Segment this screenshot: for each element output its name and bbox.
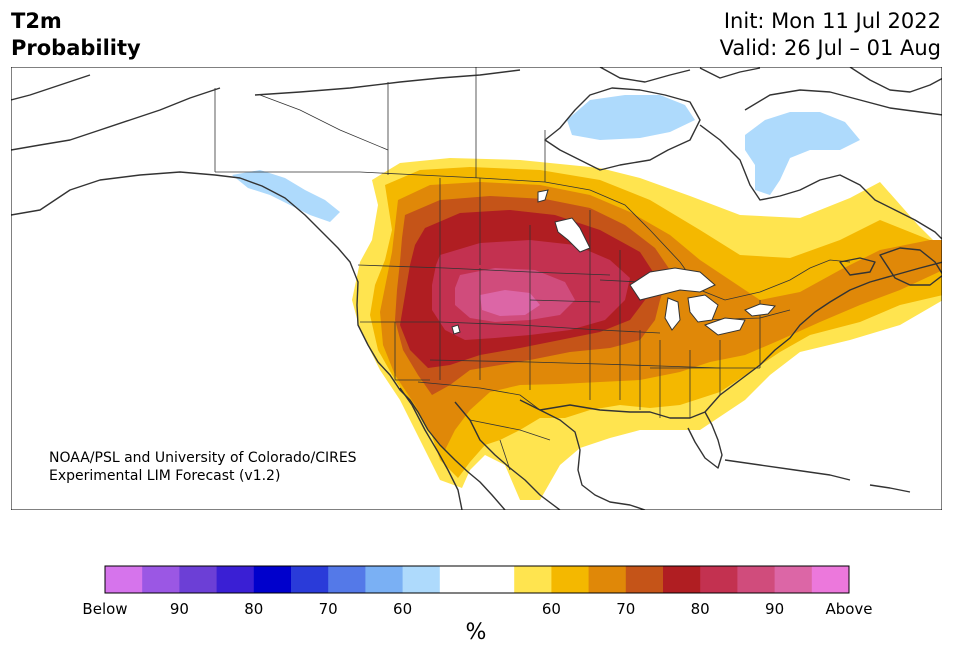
shading-below-60-hudson	[567, 95, 695, 140]
great-lakes	[451, 189, 776, 336]
colorbar-tick-label: 60	[541, 600, 561, 618]
colorbar-tick-label: 90	[765, 600, 785, 618]
colorbar-swatch	[291, 566, 329, 593]
credit-line-2: Experimental LIM Forecast (v1.2)	[49, 468, 281, 484]
colorbar-tick-label: 70	[318, 600, 338, 618]
colorbar-border	[104, 565, 850, 594]
colorbar-swatch	[253, 566, 292, 593]
shading-below-60-alaska	[232, 170, 340, 222]
political-boundaries	[214, 67, 851, 471]
colorbar-swatch	[179, 566, 218, 593]
colorbar-swatch	[514, 566, 552, 593]
shading-below-60-quebec	[745, 112, 860, 195]
product-name: Probability	[11, 36, 141, 60]
colorbar-tick-label: Below	[82, 600, 128, 618]
colorbar-tick-label: 80	[690, 600, 710, 618]
probability-shading	[232, 95, 942, 500]
colorbar	[104, 565, 850, 594]
colorbar-swatch	[737, 566, 776, 593]
colorbar-tick-label: 60	[393, 600, 413, 618]
colorbar-swatch	[477, 566, 515, 593]
colorbar-swatch	[216, 566, 255, 593]
colorbar-tick-label: 70	[616, 600, 636, 618]
colorbar-tick-label: Above	[825, 600, 873, 618]
colorbar-swatch	[551, 566, 590, 593]
colorbar-swatch	[142, 566, 180, 593]
colorbar-swatch	[365, 566, 404, 593]
colorbar-tick-label: 90	[169, 600, 189, 618]
colorbar-swatch	[700, 566, 738, 593]
colorbar-swatch	[402, 566, 441, 593]
colorbar-swatch	[811, 566, 850, 593]
valid-range: Valid: 26 Jul – 01 Aug	[719, 36, 941, 60]
colorbar-swatch	[625, 566, 664, 593]
map-title: T2m Probability	[11, 8, 141, 62]
coastlines	[11, 67, 942, 510]
init-date: Init: Mon 11 Jul 2022	[723, 9, 941, 33]
shading-above-95	[480, 290, 540, 316]
colorbar-swatch	[328, 566, 366, 593]
colorbar-swatch	[774, 566, 813, 593]
colorbar-swatch	[439, 566, 478, 593]
forecast-dates: Init: Mon 11 Jul 2022 Valid: 26 Jul – 01…	[720, 8, 941, 62]
colorbar-swatch	[663, 566, 701, 593]
credit-text: NOAA/PSL and University of Colorado/CIRE…	[49, 449, 357, 485]
credit-line-1: NOAA/PSL and University of Colorado/CIRE…	[49, 450, 357, 466]
colorbar-swatch	[105, 566, 143, 593]
colorbar-unit: %	[465, 620, 487, 645]
variable-name: T2m	[11, 9, 62, 33]
colorbar-swatch	[588, 566, 627, 593]
colorbar-tick-label: 80	[244, 600, 264, 618]
